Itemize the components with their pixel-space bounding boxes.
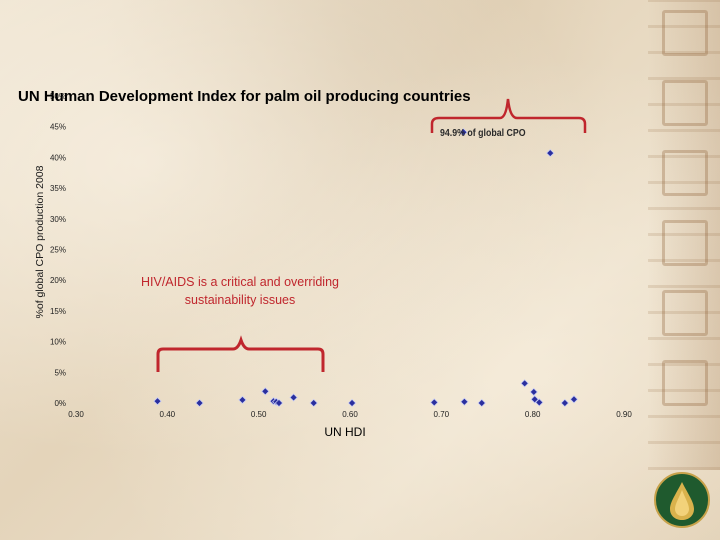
y-tick-label: 45% <box>50 123 66 132</box>
data-point <box>153 396 162 406</box>
pattern-glyph <box>662 150 708 196</box>
x-axis-ticks: 0.30 0.40 0.50 0.60 0.70 0.80 0.90 <box>68 410 632 419</box>
x-tick-label: 0.90 <box>616 410 632 419</box>
x-tick-label: 0.50 <box>251 410 267 419</box>
pattern-glyph <box>662 360 708 406</box>
data-point <box>195 398 204 408</box>
data-point <box>274 398 284 408</box>
chart-title: UN Human Development Index for palm oil … <box>18 88 471 105</box>
data-point <box>460 397 469 406</box>
pattern-glyph <box>662 220 708 266</box>
y-tick-label: 35% <box>50 184 66 193</box>
data-point <box>477 398 486 408</box>
data-point <box>289 393 298 402</box>
y-tick-label: 5% <box>54 368 66 377</box>
y-tick-label: 15% <box>50 307 66 316</box>
x-tick-label: 0.60 <box>342 410 358 419</box>
y-tick-label: 10% <box>50 338 66 347</box>
x-tick-label: 0.80 <box>525 410 541 419</box>
y-tick-label: 50% <box>50 92 66 101</box>
y-tick-label: 25% <box>50 246 66 255</box>
data-point <box>238 395 247 405</box>
data-point <box>546 148 555 158</box>
annotation-hiv-aids: HIV/AIDS is a critical and overriding su… <box>141 275 339 308</box>
data-point <box>529 387 538 397</box>
data-point <box>569 395 579 404</box>
x-tick-label: 0.30 <box>68 410 84 419</box>
data-point <box>520 379 529 388</box>
pattern-glyph <box>662 80 708 126</box>
red-brace-top <box>430 98 587 133</box>
x-tick-label: 0.40 <box>160 410 176 419</box>
y-tick-label: 0% <box>54 399 66 408</box>
y-axis-label: %of global CPO production 2008 <box>34 165 46 318</box>
data-point <box>347 398 357 408</box>
x-axis-label: UN HDI <box>324 425 365 439</box>
palm-oil-drop-logo <box>654 472 710 528</box>
pattern-glyph <box>662 10 708 56</box>
data-point <box>459 128 468 137</box>
data-point <box>560 398 570 408</box>
y-tick-label: 20% <box>50 276 66 285</box>
data-point <box>430 398 439 407</box>
data-points <box>153 128 579 408</box>
pattern-glyph <box>662 290 708 336</box>
decorative-pattern-strip <box>648 0 720 470</box>
data-point <box>309 398 318 408</box>
annotation-global-cpo: 94.9% of global CPO <box>440 128 526 139</box>
y-tick-label: 40% <box>50 153 66 162</box>
data-point <box>261 387 270 396</box>
y-axis-ticks: 0% 5% 10% 15% 20% 25% 30% 35% 40% 45% 50% <box>50 92 66 408</box>
y-tick-label: 30% <box>50 215 66 224</box>
red-bracket <box>156 335 325 372</box>
x-tick-label: 0.70 <box>434 410 450 419</box>
data-point <box>535 398 544 407</box>
